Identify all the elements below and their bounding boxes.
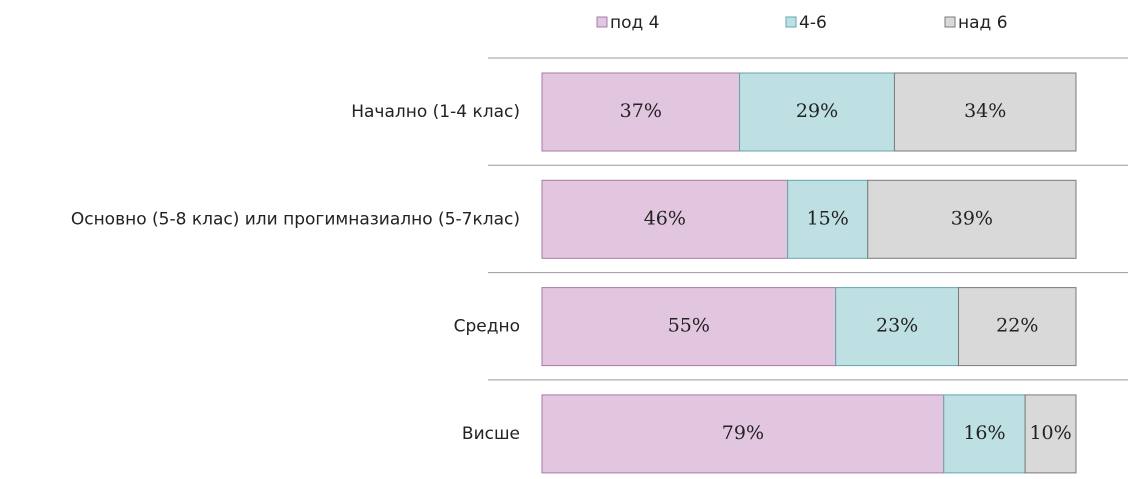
value-label: 23% (876, 315, 918, 337)
legend-label: под 4 (610, 13, 660, 33)
legend-label: над 6 (958, 13, 1008, 33)
bar-segment (958, 287, 1077, 367)
bar-segment (541, 179, 789, 259)
value-label: 79% (722, 422, 764, 444)
legend-swatch (944, 16, 956, 28)
value-label: 29% (796, 100, 838, 122)
value-label: 46% (644, 207, 686, 229)
category-label: Средно (454, 317, 520, 337)
legend-swatch (785, 16, 797, 28)
category-label: Основно (5-8 клас) или прогимназиално (5… (71, 209, 520, 229)
value-label: 22% (996, 315, 1038, 337)
legend-swatch (596, 16, 608, 28)
bar-segment (541, 72, 741, 152)
bar-segment (943, 394, 1026, 474)
bar-segment (1024, 394, 1077, 474)
bar-segment (867, 179, 1077, 259)
bar-segment (835, 287, 960, 367)
value-label: 37% (620, 100, 662, 122)
value-label: 34% (964, 100, 1006, 122)
bar-segment (541, 287, 837, 367)
category-label: Начално (1-4 клас) (351, 102, 520, 122)
value-label: 16% (963, 422, 1005, 444)
value-label: 39% (951, 207, 993, 229)
legend-label: 4-6 (799, 13, 827, 33)
bar-segment (541, 394, 945, 474)
bar-segment (893, 72, 1077, 152)
value-label: 15% (807, 207, 849, 229)
bar-segment (739, 72, 895, 152)
value-label: 55% (668, 315, 710, 337)
value-label: 10% (1029, 422, 1071, 444)
category-label: Висше (462, 424, 520, 444)
